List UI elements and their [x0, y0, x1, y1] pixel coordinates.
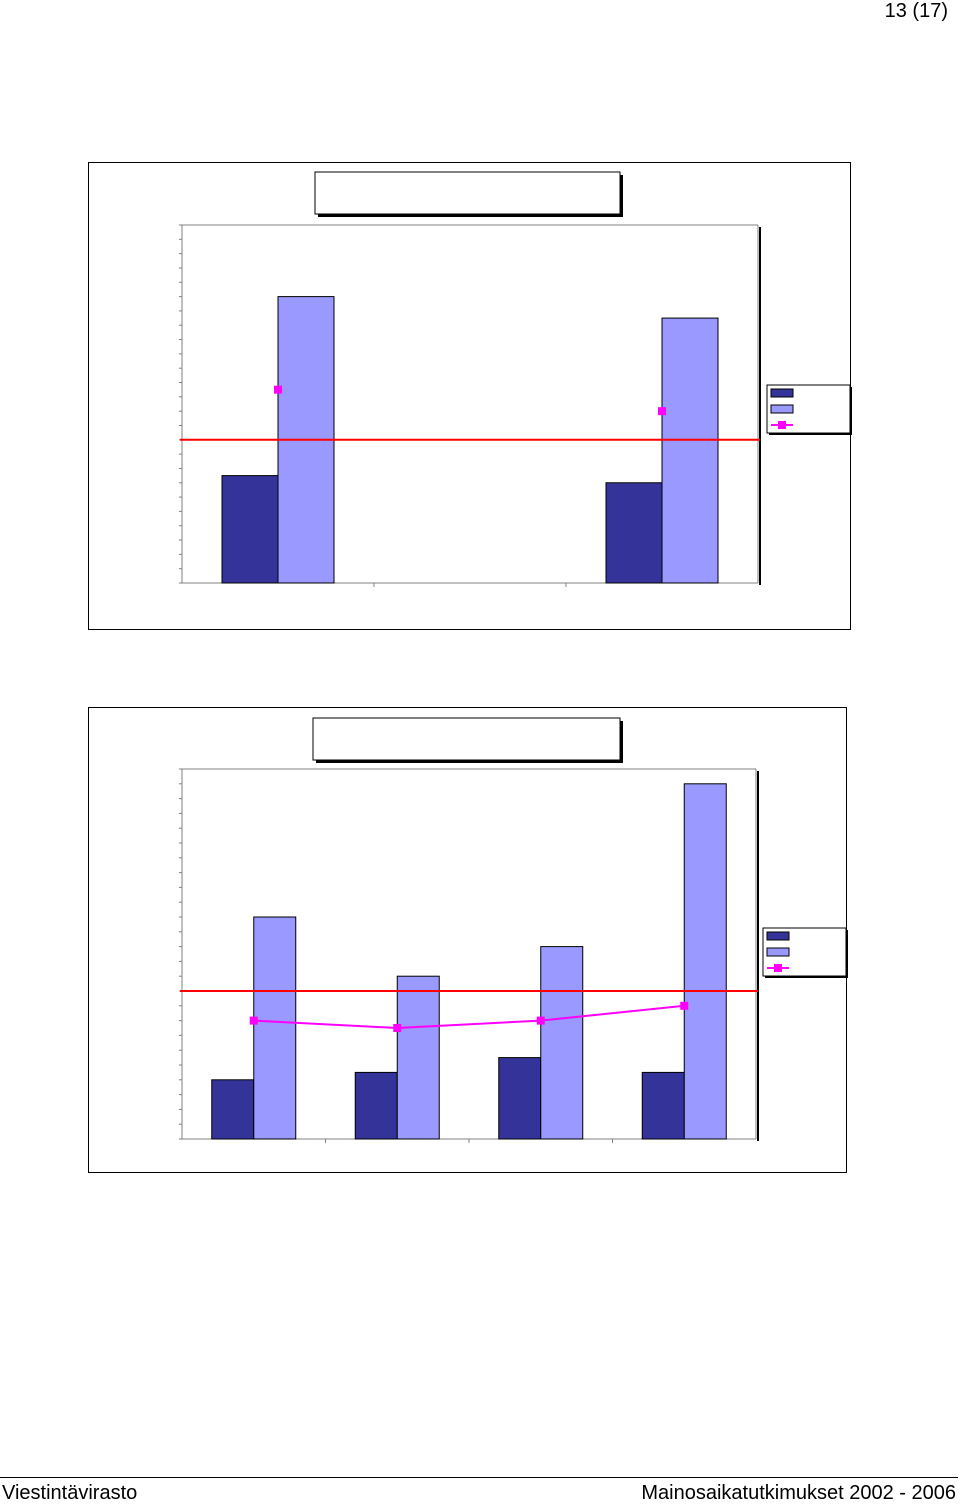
- keskiarvo-marker: [249, 1016, 258, 1025]
- footer-divider: [0, 1477, 958, 1478]
- bar-maksimi: [540, 946, 584, 1140]
- legend-swatch-keskiarvo-marker: [774, 964, 782, 972]
- keskiarvo-marker: [536, 1016, 545, 1025]
- footer-publisher: Viestintävirasto: [2, 1482, 138, 1504]
- bar-maksimi: [396, 975, 440, 1140]
- chart-4d-panel: [88, 707, 848, 1173]
- bar-minimi: [641, 1071, 685, 1140]
- footer-publication: Mainosaikatutkimukset 2002 - 2006: [641, 1482, 956, 1504]
- keskiarvo-marker: [658, 407, 666, 416]
- keskiarvo-marker: [393, 1024, 402, 1032]
- bar-maksimi: [661, 317, 719, 584]
- bar-minimi: [211, 1079, 255, 1140]
- bar-maksimi: [253, 916, 297, 1140]
- bar-maksimi: [683, 783, 727, 1140]
- chart-4d-svg: [179, 717, 848, 1143]
- bar-minimi: [498, 1057, 542, 1140]
- title-box: [314, 171, 621, 215]
- chart-4c-panel: [88, 162, 852, 630]
- legend-swatch-maksimi: [770, 404, 794, 414]
- bar-minimi: [221, 475, 279, 584]
- keskiarvo-marker: [274, 385, 282, 394]
- bar-minimi: [605, 482, 663, 584]
- page-number: 13 (17): [884, 0, 948, 22]
- legend-swatch-minimi: [766, 931, 790, 941]
- title-box: [312, 717, 621, 761]
- legend-swatch-maksimi: [766, 947, 790, 957]
- chart-4c-svg: [179, 171, 852, 587]
- legend-swatch-minimi: [770, 388, 794, 398]
- keskiarvo-marker: [680, 1001, 689, 1010]
- keskiarvo-line: [253, 1004, 685, 1030]
- bar-minimi: [354, 1071, 398, 1140]
- legend-swatch-keskiarvo-marker: [778, 421, 786, 429]
